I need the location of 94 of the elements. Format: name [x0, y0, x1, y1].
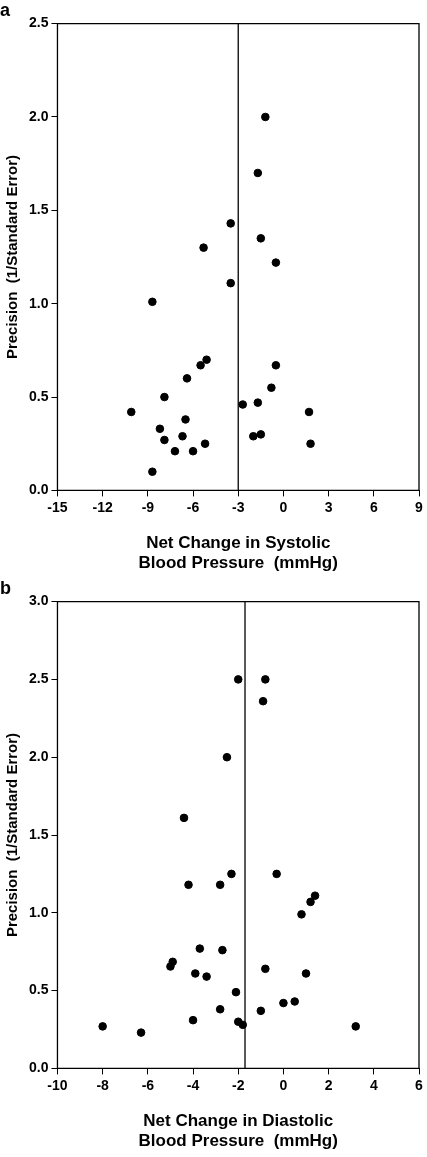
x-tick-label: -15 [47, 498, 68, 515]
y-axis-title: Precision (1/Standard Error) [3, 154, 21, 360]
point [301, 969, 311, 978]
point [258, 696, 268, 706]
chart-title: b [0, 577, 11, 598]
y-tick-label: 2.0 [28, 107, 49, 124]
point [256, 234, 266, 243]
point [188, 446, 198, 456]
point [202, 355, 211, 364]
point [126, 407, 136, 417]
point [215, 1004, 225, 1014]
point [233, 675, 243, 684]
x-tick-label: -9 [141, 498, 155, 515]
point [351, 1022, 361, 1031]
point [261, 112, 270, 122]
point [261, 964, 270, 974]
y-tick-label: 3.0 [28, 592, 49, 609]
x-tick-label: 9 [415, 498, 424, 515]
point [267, 383, 276, 392]
point [310, 891, 320, 900]
point [184, 880, 193, 890]
point [238, 400, 248, 409]
point [261, 675, 270, 684]
point [306, 439, 315, 449]
x-axis-title: Net Change in Systolic Blood Pressure (mmHg) [138, 533, 338, 573]
y-tick-label: 2.5 [28, 670, 49, 687]
point [136, 1028, 146, 1037]
x-tick-label: 6 [369, 498, 378, 515]
x-tick-label: -6 [186, 498, 200, 515]
point [200, 439, 210, 449]
y-tick-label: 0.5 [28, 981, 49, 998]
y-tick-label: 1.0 [28, 903, 49, 920]
point [271, 258, 281, 267]
point [199, 243, 208, 252]
x-tick-label: 0 [279, 498, 288, 515]
point [231, 987, 241, 997]
x-tick-label: 3 [324, 498, 333, 515]
point [178, 431, 187, 441]
y-tick-label: 0.0 [28, 1059, 49, 1076]
x-tick-label: -3 [232, 498, 245, 515]
y-tick-label: 1.5 [28, 201, 49, 218]
x-tick-label: -10 [47, 1076, 68, 1093]
point [160, 435, 169, 445]
point [306, 897, 315, 907]
x-tick-label: -4 [186, 1076, 200, 1093]
point [170, 446, 180, 456]
point [202, 972, 211, 981]
point [181, 415, 190, 424]
point [256, 1006, 266, 1016]
y-tick-label: 1.0 [28, 294, 49, 311]
point [155, 424, 165, 434]
x-tick-label: -2 [232, 1076, 245, 1093]
y-tick-label: 2.0 [28, 748, 49, 765]
point [215, 880, 225, 890]
point [191, 969, 200, 978]
point [179, 813, 189, 823]
point [148, 297, 157, 307]
x-tick-label: 6 [415, 1076, 424, 1093]
point [253, 168, 263, 178]
y-tick-label: 1.5 [28, 825, 49, 842]
point [226, 219, 235, 228]
x-axis-title: Net Change in Diastolic Blood Pressure (mmHg) [138, 1111, 338, 1151]
point [272, 869, 281, 879]
point [256, 430, 266, 439]
point [271, 361, 281, 370]
y-tick-label: 0.0 [28, 481, 49, 498]
point [160, 392, 169, 402]
point [227, 869, 236, 879]
point [222, 752, 232, 762]
point [196, 361, 205, 370]
x-tick-label: -6 [141, 1076, 155, 1093]
point [226, 278, 235, 288]
x-tick-label: -8 [96, 1076, 110, 1093]
point [290, 997, 300, 1006]
point [218, 945, 227, 955]
point [195, 944, 205, 953]
point [166, 962, 175, 971]
y-tick-label: 0.5 [28, 387, 49, 404]
point [98, 1022, 107, 1031]
point [188, 1015, 198, 1025]
x-tick-label: -12 [92, 498, 113, 515]
point [304, 407, 314, 417]
x-tick-label: 4 [369, 1076, 378, 1093]
point [248, 431, 258, 441]
point [253, 398, 263, 407]
point [297, 910, 306, 919]
point [148, 467, 157, 477]
x-tick-label: 2 [324, 1076, 333, 1093]
x-tick-label: 0 [279, 1076, 288, 1093]
point [279, 998, 288, 1008]
y-axis-title: Precision (1/Standard Error) [3, 732, 21, 938]
point [182, 374, 192, 383]
y-tick-label: 2.5 [28, 14, 49, 31]
chart-title: a [0, 0, 11, 20]
